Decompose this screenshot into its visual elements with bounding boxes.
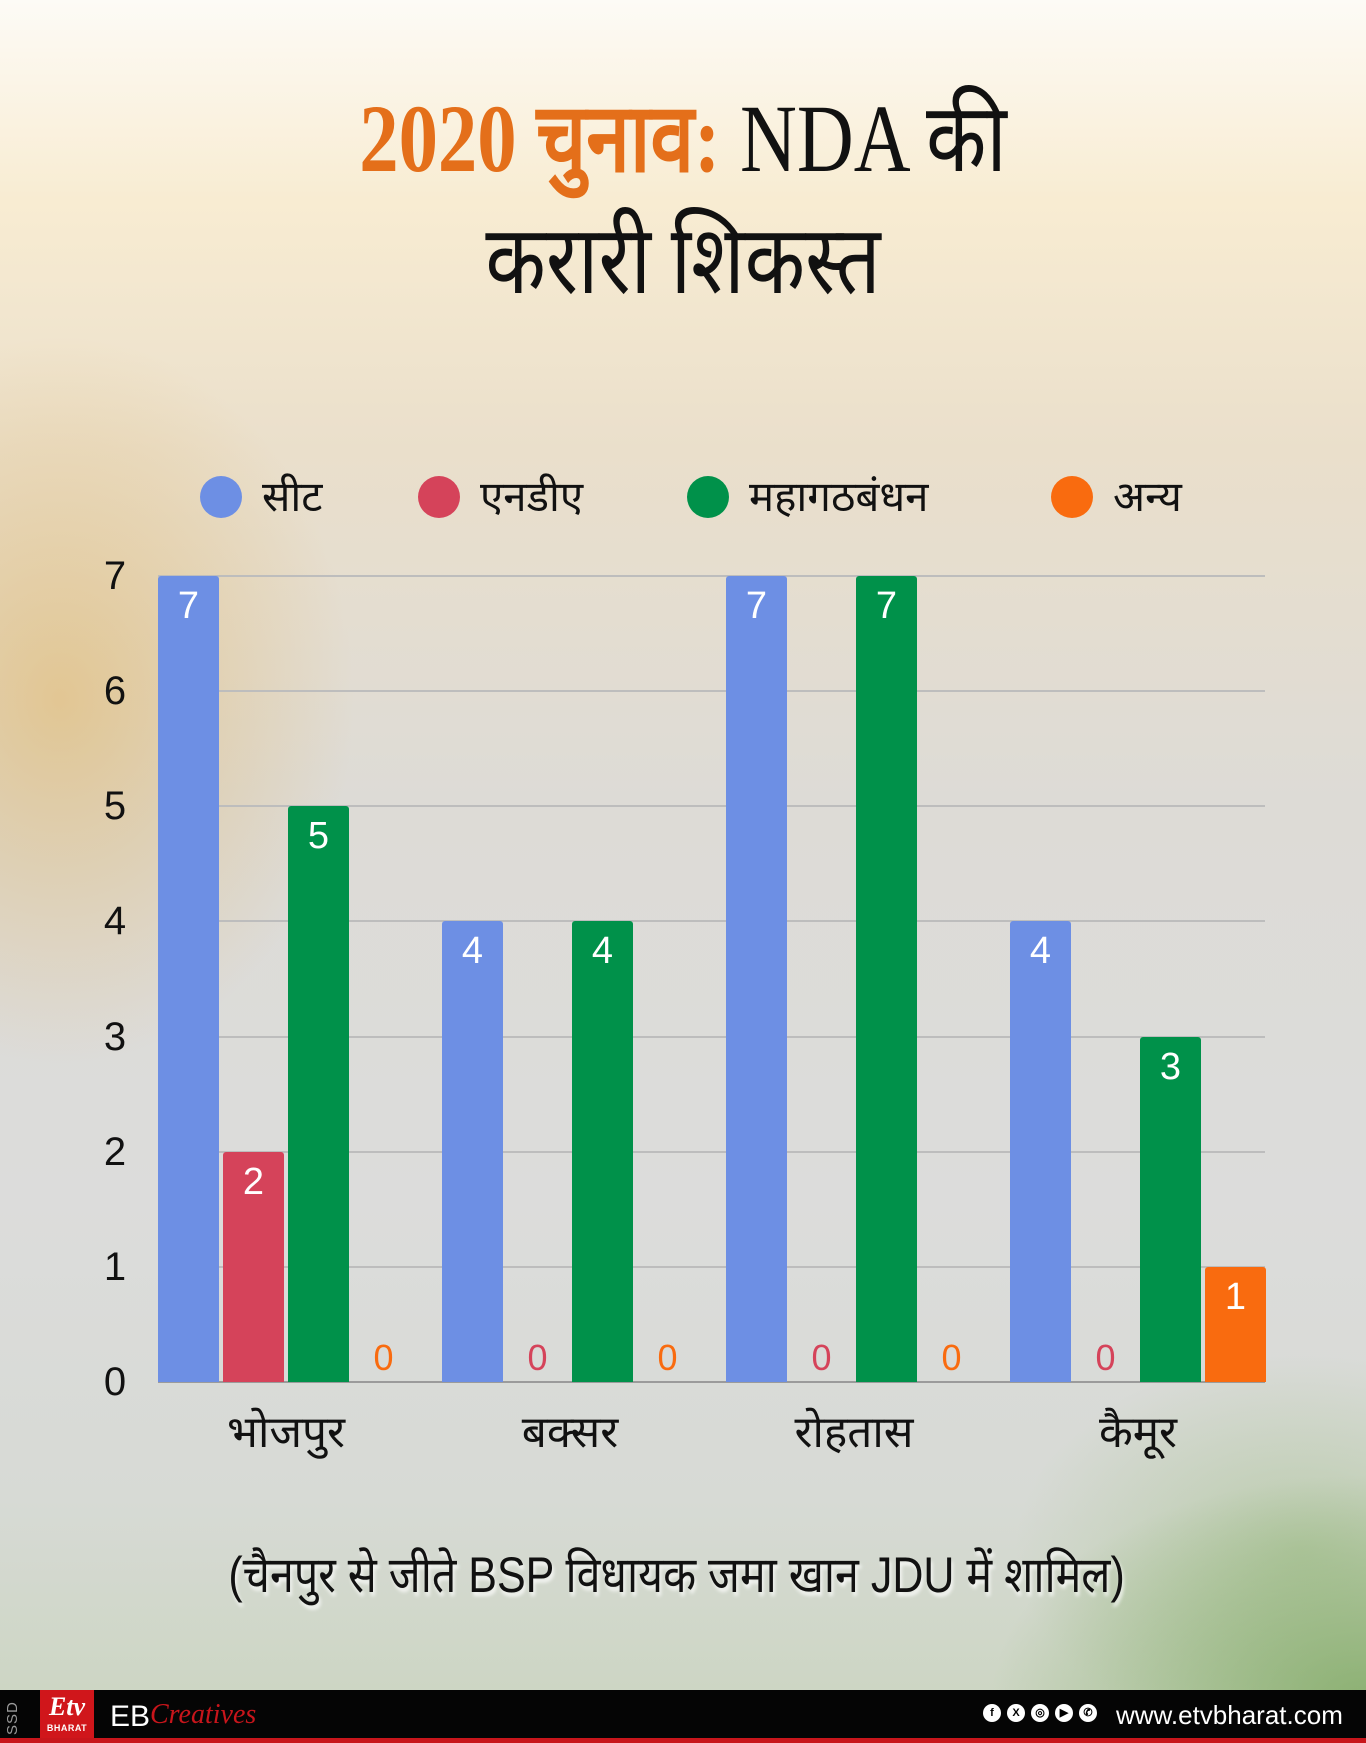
y-axis-tick-label: 1 <box>103 1244 127 1289</box>
legend-label: महागठबंधन <box>749 473 929 520</box>
x-axis-line <box>158 1381 1265 1383</box>
legend-dot-icon <box>418 476 460 518</box>
bar-0-0[interactable] <box>158 576 219 1382</box>
bar-value-label: 7 <box>177 585 200 627</box>
etv-logo-icon: Etv <box>48 1692 86 1721</box>
legend-label: एनडीए <box>480 473 584 520</box>
bar-value-label: 7 <box>875 585 898 627</box>
gridline <box>158 575 1265 577</box>
bar-1-2[interactable] <box>572 921 633 1382</box>
y-axis-tick-label: 6 <box>103 669 127 714</box>
bar-value-label: 0 <box>373 1337 394 1378</box>
bar-value-label: 3 <box>1159 1045 1182 1088</box>
bar-3-0[interactable] <box>1010 921 1071 1382</box>
legend-label: सीट <box>262 473 323 520</box>
bar-value-label: 0 <box>657 1337 678 1378</box>
legend-item-nda: एनडीए <box>418 474 583 520</box>
legend-item-mahagathbandhan: महागठबंधन <box>687 474 928 520</box>
brand-eb: EB <box>110 1700 151 1733</box>
gridline <box>158 805 1265 808</box>
bar-2-2[interactable] <box>856 576 917 1382</box>
title-rest: NDA की <box>720 85 1007 192</box>
legend-item-others: अन्य <box>1051 474 1182 520</box>
bar-2-0[interactable] <box>726 576 787 1382</box>
bar-1-0[interactable] <box>442 921 503 1382</box>
gridline <box>158 690 1265 693</box>
gridline <box>158 1035 1265 1038</box>
bar-0-2[interactable] <box>288 806 349 1382</box>
bar-value-label: 0 <box>811 1337 832 1378</box>
gridline <box>158 920 1265 923</box>
whatsapp-icon[interactable]: ✆ <box>1079 1704 1097 1722</box>
legend-dot-icon <box>687 476 729 518</box>
side-tag: SSD <box>4 1701 21 1735</box>
brand-creatives: Creatives <box>150 1699 257 1730</box>
x-icon[interactable]: X <box>1007 1704 1025 1722</box>
bar-chart-plot: 0 1 2 3 4 5 6 7 7 2 5 0 भोजपुर 4 0 4 0 बक्सर 7 0 7 0 रोहतास 4 0 3… <box>103 554 1266 1457</box>
bar-value-label: 5 <box>307 815 330 858</box>
bar-0-1[interactable] <box>223 1151 284 1382</box>
gridline <box>158 1150 1265 1153</box>
title-accent: 2020 चुनाव: <box>359 85 721 192</box>
x-axis-category-label: बक्सर <box>521 1408 619 1457</box>
x-axis-category-label: भोजपुर <box>227 1408 345 1457</box>
bar-value-label: 4 <box>1029 930 1052 973</box>
bar-3-3[interactable] <box>1205 1266 1266 1382</box>
y-axis-tick-label: 2 <box>103 1129 127 1174</box>
bar-value-label: 7 <box>745 585 768 627</box>
etv-bharat-logo[interactable]: Etv BHARAT <box>40 1690 94 1743</box>
y-axis-tick-label: 4 <box>103 899 127 944</box>
website-link[interactable]: www.etvbharat.com <box>1116 1700 1343 1730</box>
chart-legend: सीट एनडीए महागठबंधन अन्य <box>0 474 1366 520</box>
etv-logo-sub: BHARAT <box>46 1723 88 1733</box>
bar-value-label: 0 <box>1095 1337 1116 1378</box>
x-axis-category-label: रोहतास <box>794 1408 914 1457</box>
youtube-icon[interactable]: ▶ <box>1055 1704 1073 1722</box>
chart-footnote: (चैनपुर से जीते BSP विधायक जमा खान JDU म… <box>228 1547 1125 1603</box>
chart-title-line1: 2020 चुनाव: NDA की <box>123 84 1243 194</box>
bar-value-label: 4 <box>461 930 484 973</box>
bar-value-label: 0 <box>941 1337 962 1378</box>
bar-value-label: 0 <box>527 1337 548 1378</box>
legend-dot-icon <box>200 476 242 518</box>
y-axis-tick-label: 5 <box>103 784 127 829</box>
legend-label: अन्य <box>1113 473 1182 520</box>
y-axis-tick-label: 3 <box>103 1014 127 1059</box>
gridline <box>158 1265 1265 1268</box>
bar-value-label: 4 <box>591 930 614 973</box>
bar-value-label: 1 <box>1224 1275 1247 1318</box>
legend-dot-icon <box>1051 476 1093 518</box>
footer-bar: SSD Etv BHARAT EB Creatives f X ◎ ▶ ✆ ww… <box>0 1690 1366 1743</box>
bar-value-label: 2 <box>242 1160 265 1203</box>
x-axis-category-label: कैमूर <box>1098 1408 1178 1457</box>
legend-item-seat: सीट <box>200 474 322 520</box>
facebook-icon[interactable]: f <box>983 1704 1001 1722</box>
y-axis-tick-label: 0 <box>103 1360 127 1404</box>
social-icons: f X ◎ ▶ ✆ <box>983 1704 1097 1722</box>
chart-title-line2: करारी शिकस्त <box>485 207 881 314</box>
instagram-icon[interactable]: ◎ <box>1031 1704 1049 1722</box>
footer-red-strip <box>0 1738 1366 1743</box>
y-axis-tick-label: 7 <box>103 554 127 598</box>
bar-3-2[interactable] <box>1140 1036 1201 1382</box>
